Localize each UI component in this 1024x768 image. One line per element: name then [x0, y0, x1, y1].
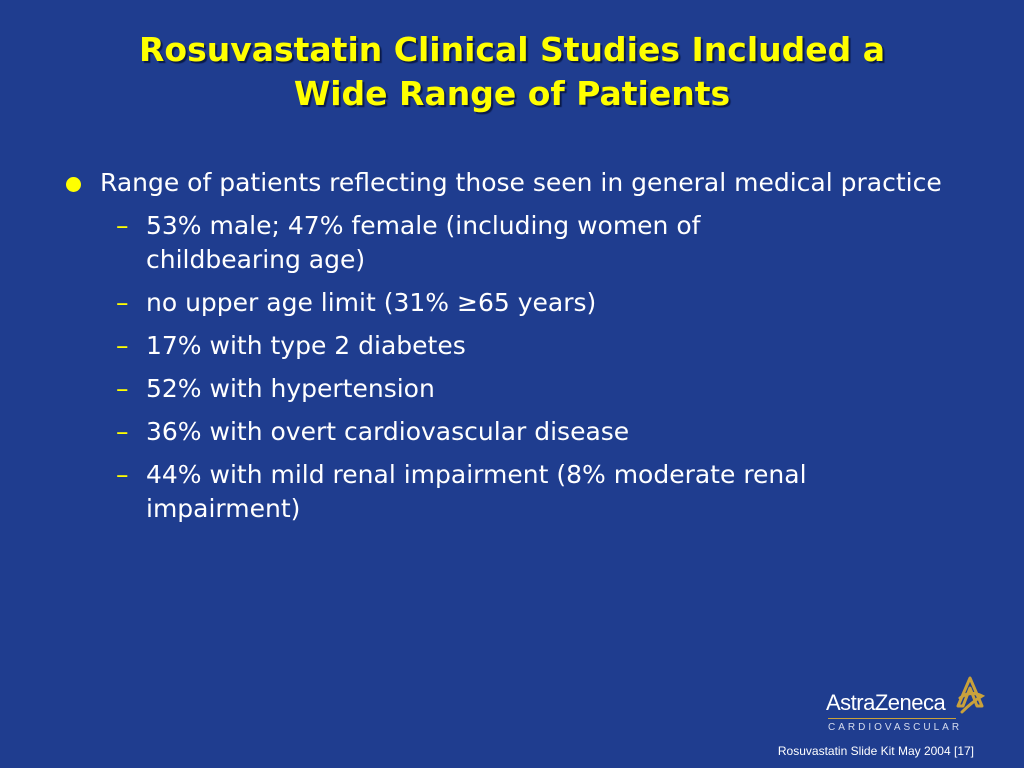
- dash-icon: –: [116, 417, 129, 446]
- dash-icon: –: [116, 211, 129, 240]
- sub-bullet-item: – 36% with overt cardiovascular disease: [60, 415, 960, 449]
- sub-bullet-text: 53% male; 47% female (including women of…: [146, 211, 701, 274]
- sub-bullet-text: 36% with overt cardiovascular disease: [146, 417, 630, 446]
- title-line-2: Wide Range of Patients: [293, 74, 731, 113]
- slide-content: Range of patients reflecting those seen …: [60, 166, 960, 535]
- sub-bullet-item: – 53% male; 47% female (including women …: [60, 209, 960, 277]
- sub-bullet-text: 52% with hypertension: [146, 374, 435, 403]
- sub-bullet-text: no upper age limit (31% ≥65 years): [146, 288, 597, 317]
- sub-bullet-item: – no upper age limit (31% ≥65 years): [60, 286, 960, 320]
- astrazeneca-symbol-icon: [956, 676, 986, 714]
- dash-icon: –: [116, 331, 129, 360]
- sub-bullet-item: – 44% with mild renal impairment (8% mod…: [60, 458, 960, 526]
- dash-icon: –: [116, 374, 129, 403]
- dash-icon: –: [116, 288, 129, 317]
- title-line-1: Rosuvastatin Clinical Studies Included a: [138, 30, 886, 69]
- dash-icon: –: [116, 460, 129, 489]
- sub-bullet-text: 44% with mild renal impairment (8% moder…: [146, 460, 807, 523]
- bullet-dot-icon: [66, 177, 81, 192]
- sub-bullet-text: 17% with type 2 diabetes: [146, 331, 466, 360]
- logo-divider: [828, 718, 956, 719]
- sub-bullet-item: – 17% with type 2 diabetes: [60, 329, 960, 363]
- bullet-text: Range of patients reflecting those seen …: [100, 168, 942, 197]
- logo-subtitle: CARDIOVASCULAR: [828, 722, 963, 733]
- logo-name: AstraZeneca: [826, 690, 946, 715]
- sub-bullet-item: – 52% with hypertension: [60, 372, 960, 406]
- bullet-item: Range of patients reflecting those seen …: [60, 166, 960, 200]
- slide-title: Rosuvastatin Clinical Studies Included a…: [40, 28, 984, 116]
- sub-bullet-list: – 53% male; 47% female (including women …: [60, 209, 960, 526]
- slide-footer: Rosuvastatin Slide Kit May 2004 [17]: [777, 744, 974, 758]
- astrazeneca-logo: AstraZeneca CARDIOVASCULAR: [826, 676, 991, 736]
